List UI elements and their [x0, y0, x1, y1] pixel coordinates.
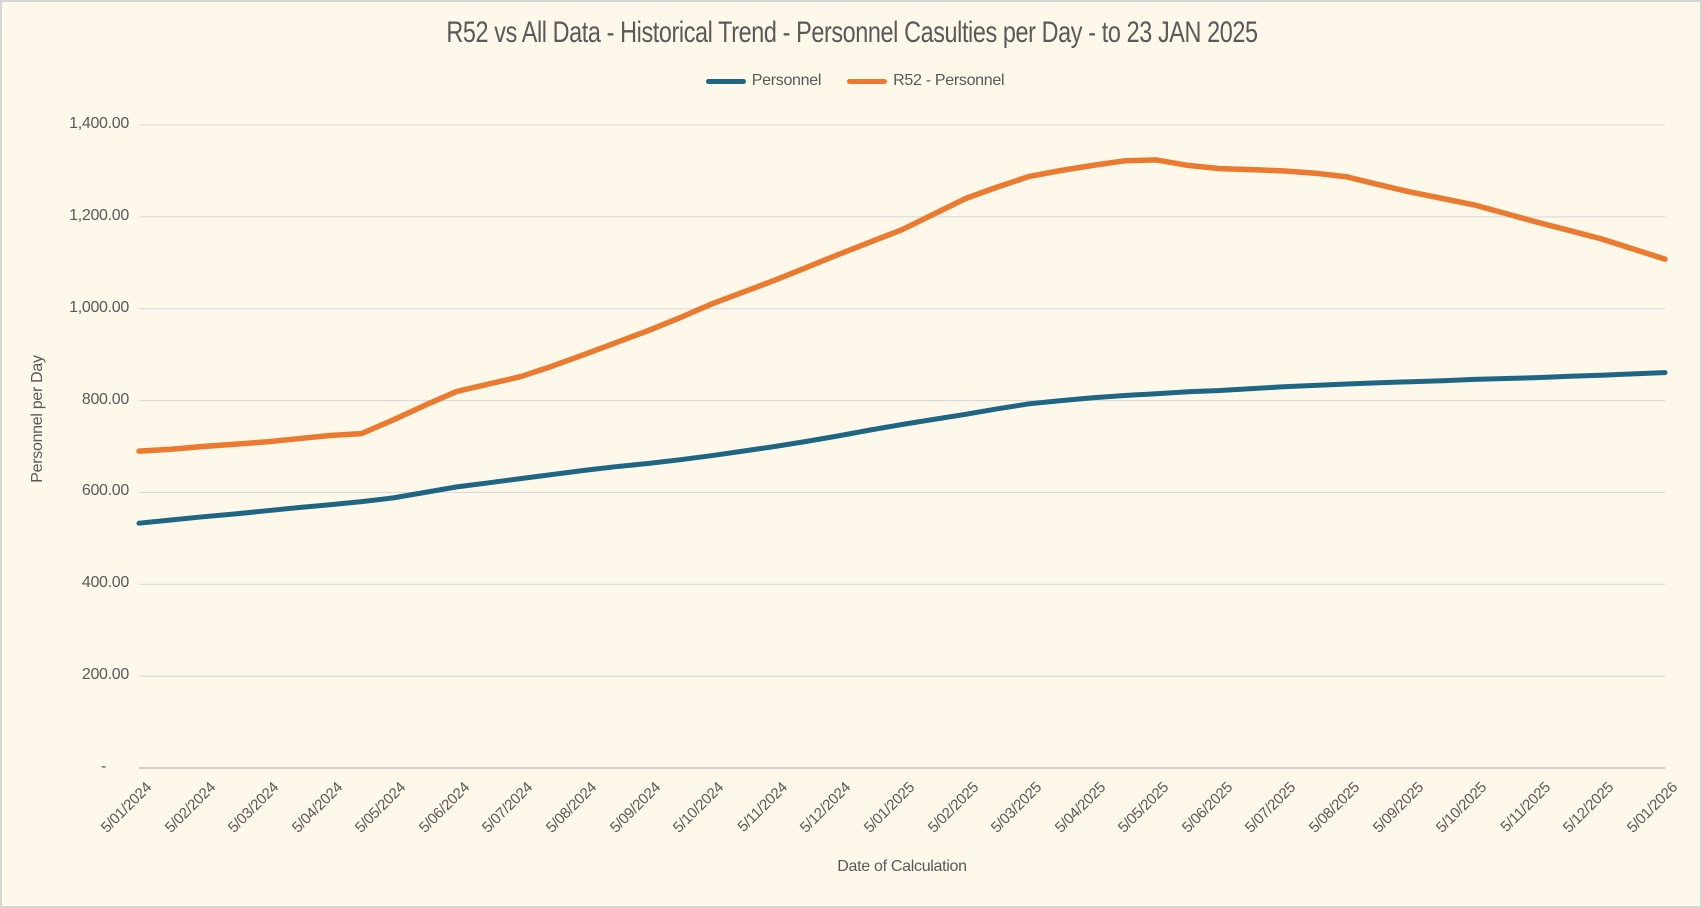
- legend-label-r52-personnel: R52 - Personnel: [893, 72, 1005, 89]
- legend-item-personnel[interactable]: Personnel: [705, 72, 822, 90]
- y-tick-label: 1,200.00: [69, 206, 129, 224]
- legend-swatch-personnel-icon: [705, 78, 746, 84]
- x-axis-title: Date of Calculation: [837, 858, 967, 875]
- y-tick-label: 1,000.00: [69, 298, 129, 316]
- y-tick-label: 200.00: [81, 666, 129, 684]
- legend: Personnel R52 - Personnel: [2, 70, 1700, 92]
- y-tick-label: 800.00: [81, 390, 129, 408]
- chart-title: R52 vs All Data - Historical Trend - Per…: [446, 16, 1258, 49]
- legend-item-r52-personnel[interactable]: R52 - Personnel: [847, 72, 1005, 90]
- legend-swatch-r52-personnel-icon: [847, 78, 888, 84]
- series-lines: [136, 157, 1668, 526]
- series-line-r52-personnel[interactable]: [136, 157, 1668, 454]
- gridlines: [139, 124, 1665, 769]
- series-line-personnel[interactable]: [136, 370, 1668, 526]
- y-tick-label: -: [100, 758, 106, 775]
- legend-label-personnel: Personnel: [751, 72, 822, 89]
- y-tick-label: 1,400.00: [69, 115, 129, 132]
- y-tick-label: 400.00: [81, 574, 129, 592]
- y-tick-label: 600.00: [81, 482, 129, 500]
